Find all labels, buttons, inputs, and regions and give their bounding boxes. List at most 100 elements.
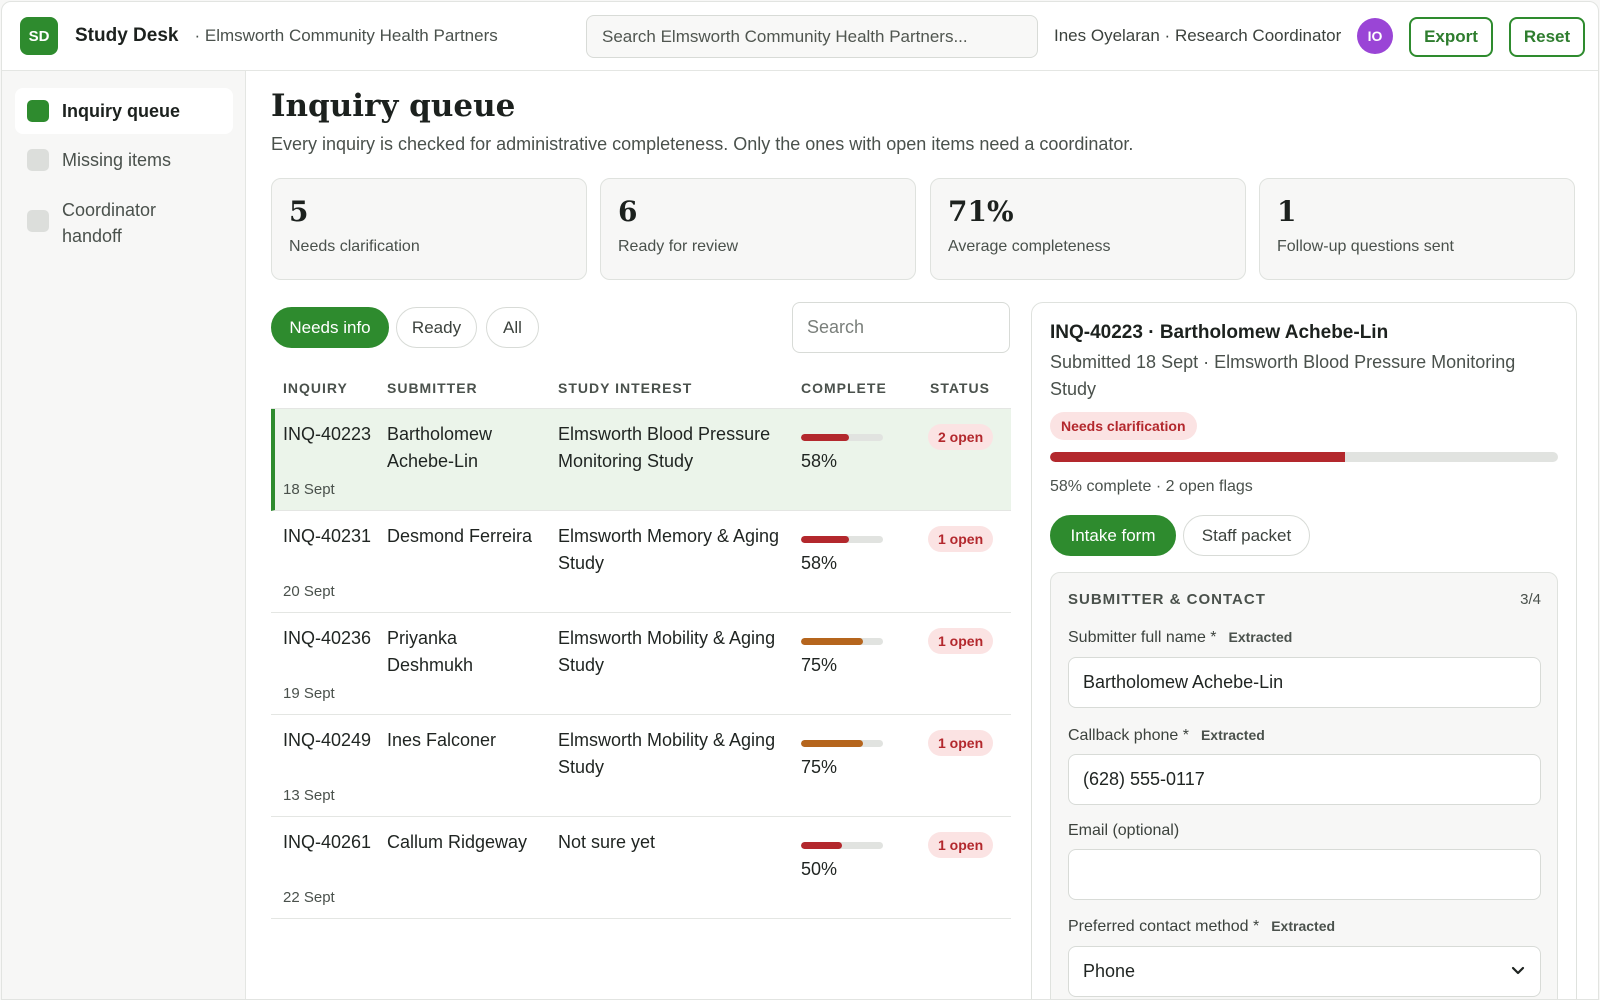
table-row[interactable]: INQ-40223 18 Sept Bartholomew Achebe-Lin… [271,409,1011,511]
column-header-status: STATUS [930,380,990,396]
table-search-input[interactable]: Search [792,302,1010,353]
submitter-name-field[interactable]: Bartholomew Achebe-Lin [1068,657,1541,708]
tab-staff-packet[interactable]: Staff packet [1183,515,1310,556]
inquiry-date: 18 Sept [283,481,335,498]
completeness-bar-fill [801,842,842,849]
sidebar-item-coordinator-handoff[interactable]: Coordinator handoff [15,187,233,259]
sidebar-item-label: Inquiry queue [62,101,181,121]
table-header-divider [271,408,1011,409]
section-title: SUBMITTER & CONTACT [1068,591,1266,608]
column-header-complete: COMPLETE [801,380,887,396]
stat-value: 71% [948,195,1014,228]
detail-meta: 58% complete · 2 open flags [1050,478,1253,495]
inquiry-id: INQ-40261 [283,832,372,852]
completeness-percent: 75% [801,757,838,777]
stat-value: 1 [1277,195,1297,228]
stat-card-needs-clarification: 5 Needs clarification [271,178,587,280]
extracted-tag: Extracted [1200,727,1265,743]
nav-square-icon [27,149,49,171]
section-count: 3/4 [1520,591,1541,608]
detail-status-badge: Needs clarification [1050,412,1197,440]
table-row[interactable]: INQ-40261 22 Sept Callum Ridgeway Not su… [271,817,1011,919]
column-header-study-interest: STUDY INTEREST [558,380,693,396]
inquiry-detail-panel: INQ-40223 · Bartholomew Achebe-Lin Submi… [1031,302,1577,999]
detail-title: INQ-40223 · Bartholomew Achebe-Lin [1050,322,1389,343]
sidebar: Inquiry queue Missing items Coordinator … [2,71,246,999]
table-row[interactable]: INQ-40236 19 Sept Priyanka Deshmukh Elms… [271,613,1011,715]
stat-label: Average completeness [948,238,1111,255]
stat-card-ready-for-review: 6 Ready for review [600,178,916,280]
completeness-percent: 58% [801,553,838,573]
global-search-placeholder: Search Elmsworth Community Health Partne… [602,26,968,46]
email-field[interactable] [1068,849,1541,900]
callback-phone-value: (628) 555-0117 [1083,769,1205,789]
submitter-name: Ines Falconer [387,730,497,750]
status-badge: 1 open [928,526,994,552]
filter-needs-info[interactable]: Needs info [271,307,389,348]
stat-value: 5 [289,195,309,228]
submitter-name-value: Bartholomew Achebe-Lin [1083,672,1284,692]
study-interest: Elmsworth Memory & Aging Study [558,526,780,573]
stat-card-average-completeness: 71% Average completeness [930,178,1246,280]
sidebar-item-label: Coordinator handoff [62,200,157,246]
callback-phone-field[interactable]: (628) 555-0117 [1068,754,1541,805]
page-title: Inquiry queue [271,88,516,124]
avatar[interactable]: IO [1357,18,1393,54]
contact-method-select[interactable]: Phone [1068,946,1541,997]
submitter-contact-section: SUBMITTER & CONTACT 3/4 Submitter full n… [1050,572,1558,999]
completeness-bar-fill [801,740,863,747]
submitter-name: Bartholomew Achebe-Lin [387,424,493,471]
completeness-percent: 58% [801,451,838,471]
field-label-text: Submitter full name * [1068,629,1217,646]
reset-button[interactable]: Reset [1509,17,1585,57]
field-label-text: Email (optional) [1068,822,1180,839]
status-badge: 2 open [928,424,994,450]
stat-label: Follow-up questions sent [1277,238,1454,255]
tab-intake-form[interactable]: Intake form [1050,515,1176,556]
study-interest: Elmsworth Mobility & Aging Study [558,628,776,675]
table-search-placeholder: Search [807,317,865,337]
nav-square-icon [27,100,49,122]
detail-completeness-bar-fill [1050,452,1345,462]
completeness-bar-fill [801,638,863,645]
app-logo: SD [20,17,58,55]
chevron-down-icon [1511,966,1525,975]
detail-completeness-bar [1050,452,1558,462]
completeness-bar [801,536,883,543]
status-badge: 1 open [928,730,994,756]
field-label-text: Preferred contact method * [1068,918,1260,935]
stat-card-follow-up-questions: 1 Follow-up questions sent [1259,178,1575,280]
global-search-input[interactable]: Search Elmsworth Community Health Partne… [586,15,1038,58]
completeness-percent: 75% [801,655,838,675]
user-info: Ines Oyelaran · Research Coordinator [1054,26,1342,45]
study-interest: Not sure yet [558,832,656,852]
completeness-bar [801,434,883,441]
stat-label: Needs clarification [289,238,420,255]
nav-square-icon [27,210,49,232]
filter-ready[interactable]: Ready [396,307,477,348]
table-row[interactable]: INQ-40249 13 Sept Ines Falconer Elmswort… [271,715,1011,817]
field-label-text: Callback phone * [1068,727,1189,744]
sidebar-item-missing-items[interactable]: Missing items [15,137,233,183]
sidebar-item-inquiry-queue[interactable]: Inquiry queue [15,88,233,134]
detail-subtitle: Submitted 18 Sept · Elmsworth Blood Pres… [1050,352,1516,399]
study-interest: Elmsworth Mobility & Aging Study [558,730,776,777]
stat-value: 6 [618,195,638,228]
submitter-name: Priyanka Deshmukh [387,628,474,675]
filter-all[interactable]: All [486,307,539,348]
inquiry-id: INQ-40223 [283,424,372,444]
top-bar: SD Study Desk · Elmsworth Community Heal… [2,2,1598,71]
contact-method-value: Phone [1083,961,1136,981]
field-label-submitter-name: Submitter full name * Extracted [1068,629,1292,647]
study-interest: Elmsworth Blood Pressure Monitoring Stud… [558,424,771,471]
inquiry-date: 22 Sept [283,889,335,906]
page-subtitle: Every inquiry is checked for administrat… [271,134,1134,154]
inquiry-id: INQ-40236 [283,628,372,648]
table-row[interactable]: INQ-40231 20 Sept Desmond Ferreira Elmsw… [271,511,1011,613]
inquiry-date: 20 Sept [283,583,335,600]
field-label-contact-method: Preferred contact method * Extracted [1068,918,1335,936]
extracted-tag: Extracted [1228,629,1293,645]
completeness-bar-fill [801,434,849,441]
submitter-name: Callum Ridgeway [387,832,528,852]
export-button[interactable]: Export [1409,17,1493,57]
